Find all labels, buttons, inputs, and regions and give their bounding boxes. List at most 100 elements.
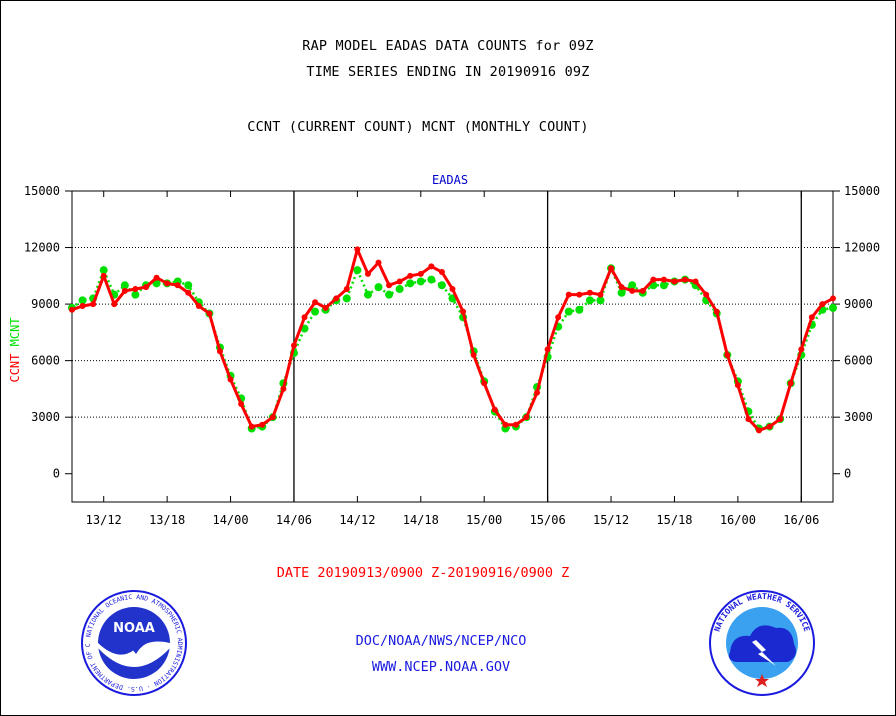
data-point-ccnt	[322, 304, 329, 311]
x-tick-label: 14/18	[403, 513, 439, 527]
x-tick-label: 15/00	[466, 513, 502, 527]
y-tick-label-left: 9000	[31, 297, 60, 311]
y-tick-label-left: 12000	[24, 241, 60, 255]
doc-noaa-link[interactable]: DOC/NOAA/NWS/NCEP/NCO	[355, 633, 527, 649]
data-point-ccnt	[724, 351, 731, 358]
y-tick-label-left: 0	[53, 467, 60, 481]
data-point-ccnt	[777, 416, 784, 423]
y-tick-label-right: 9000	[844, 297, 873, 311]
x-tick-label: 14/12	[339, 513, 375, 527]
data-point-ccnt	[608, 265, 615, 272]
x-tick-label: 13/18	[149, 513, 185, 527]
data-point-ccnt	[491, 406, 498, 413]
data-point-ccnt	[713, 308, 720, 315]
data-point-mcnt	[585, 296, 594, 305]
data-point-ccnt	[132, 286, 139, 293]
data-point-mcnt	[575, 305, 584, 314]
data-point-ccnt	[407, 272, 414, 279]
data-point-ccnt	[660, 276, 667, 283]
data-point-ccnt	[460, 308, 467, 315]
data-point-ccnt	[618, 284, 625, 291]
data-point-ccnt	[185, 289, 192, 296]
x-tick-label: 15/18	[656, 513, 692, 527]
data-point-ccnt	[734, 382, 741, 389]
data-point-ccnt	[671, 278, 678, 285]
data-point-ccnt	[808, 314, 815, 321]
y-tick-label-right: 3000	[844, 410, 873, 424]
data-point-ccnt	[386, 282, 393, 289]
x-tick-label: 15/06	[530, 513, 566, 527]
data-point-ccnt	[555, 314, 562, 321]
data-point-mcnt	[131, 290, 140, 299]
data-point-ccnt	[565, 291, 572, 298]
data-point-mcnt	[628, 281, 637, 290]
data-point-ccnt	[111, 301, 118, 308]
data-point-ccnt	[830, 295, 836, 302]
y-axis-label: CCNT MCNT	[8, 317, 22, 382]
y-tick-label-left: 15000	[24, 184, 60, 198]
data-point-mcnt	[120, 281, 129, 290]
plot-frame	[71, 190, 834, 503]
data-point-mcnt	[99, 266, 108, 275]
data-point-ccnt	[576, 291, 583, 298]
data-point-mcnt	[829, 303, 837, 312]
data-point-ccnt	[597, 291, 604, 298]
y-tick-label-right: 12000	[844, 241, 880, 255]
y-axis-label-mcnt: MCNT	[8, 317, 22, 353]
data-point-ccnt	[142, 284, 149, 291]
data-point-mcnt	[437, 281, 446, 290]
data-point-mcnt	[363, 290, 372, 299]
data-point-ccnt	[280, 385, 287, 392]
data-point-ccnt	[756, 427, 763, 434]
data-point-ccnt	[629, 287, 636, 294]
data-point-ccnt	[544, 346, 551, 353]
data-point-ccnt	[396, 278, 403, 285]
data-point-ccnt	[364, 270, 371, 277]
data-point-ccnt	[79, 302, 86, 309]
data-point-ccnt	[164, 280, 171, 287]
data-point-ccnt	[174, 282, 181, 289]
chart-title-line-2: TIME SERIES ENDING IN 20190916 09Z	[306, 64, 590, 80]
data-point-ccnt	[195, 302, 202, 309]
data-point-ccnt	[238, 400, 245, 407]
noaa-logo: NATIONAL OCEANIC AND ATMOSPHERIC ADMINIS…	[76, 584, 190, 700]
y-tick-label-right: 15000	[844, 184, 880, 198]
data-point-ccnt	[470, 351, 477, 358]
data-point-mcnt	[184, 281, 193, 290]
noaa-center-text: NOAA	[113, 621, 155, 636]
data-point-mcnt	[617, 288, 626, 297]
data-point-ccnt	[650, 276, 657, 283]
plot-title: EADAS	[432, 173, 468, 187]
data-point-ccnt	[269, 414, 276, 421]
data-point-mcnt	[564, 307, 573, 316]
date-range: DATE 20190913/0900 Z-20190916/0900 Z	[276, 565, 570, 581]
series-line-ccnt	[71, 247, 834, 432]
eadas-chart: EADAS CCNT MCNT 0 0 3000 3000 6000 6000 9000 90…	[8, 173, 880, 527]
data-point-mcnt	[406, 279, 415, 288]
y-tick-label-left: 3000	[31, 410, 60, 424]
y-tick-label-right: 0	[844, 467, 851, 481]
data-point-ccnt	[534, 389, 541, 396]
data-point-ccnt	[586, 289, 593, 296]
data-point-ccnt	[787, 380, 794, 387]
data-point-ccnt	[428, 263, 435, 270]
data-point-ccnt	[100, 272, 107, 279]
nws-logo: NATIONAL WEATHER SERVICE	[706, 590, 818, 700]
data-point-ccnt	[502, 421, 509, 428]
ncep-website-link[interactable]: WWW.NCEP.NOAA.GOV	[371, 659, 511, 675]
x-tick-label: 15/12	[593, 513, 629, 527]
data-point-ccnt	[523, 414, 530, 421]
data-point-ccnt	[69, 306, 75, 313]
y-axis-label-ccnt: CCNT	[8, 354, 22, 383]
x-tick-label: 14/06	[276, 513, 312, 527]
data-point-mcnt	[385, 290, 394, 299]
x-tick-label: 16/06	[783, 513, 819, 527]
data-point-mcnt	[395, 285, 404, 294]
data-point-mcnt	[342, 294, 351, 303]
data-point-ccnt	[301, 314, 308, 321]
data-point-ccnt	[227, 376, 234, 383]
data-point-mcnt	[353, 266, 362, 275]
chart-title-line-1: RAP MODEL EADAS DATA COUNTS for 09Z	[302, 38, 594, 54]
data-point-ccnt	[639, 287, 646, 294]
data-point-ccnt	[153, 274, 160, 281]
